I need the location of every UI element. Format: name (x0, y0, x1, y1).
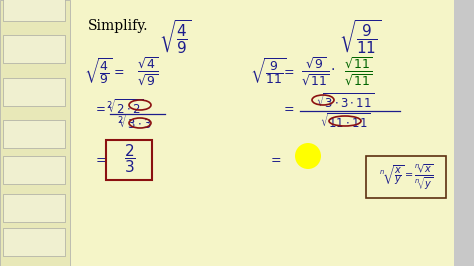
Text: $\dfrac{\sqrt{11}}{\sqrt{11}}$: $\dfrac{\sqrt{11}}{\sqrt{11}}$ (344, 55, 373, 87)
Text: $=^{\!2}\!\!\sqrt{2 \cdot 2}$: $=^{\!2}\!\!\sqrt{2 \cdot 2}$ (93, 99, 143, 117)
Circle shape (295, 143, 321, 169)
Text: $^{n}\!\sqrt{\dfrac{x}{y}} = \dfrac{^{n}\!\sqrt{x}}{^{n}\!\sqrt{y}}$: $^{n}\!\sqrt{\dfrac{x}{y}} = \dfrac{^{n}… (379, 162, 433, 192)
Text: $\sqrt{\dfrac{9}{11}}$: $\sqrt{\dfrac{9}{11}}$ (339, 18, 381, 56)
Text: $=$: $=$ (268, 152, 282, 165)
Text: $\sqrt{\dfrac{9}{11}}$: $\sqrt{\dfrac{9}{11}}$ (250, 56, 286, 86)
Text: $\sqrt{3 \cdot 3 \cdot 11}$: $\sqrt{3 \cdot 3 \cdot 11}$ (316, 93, 374, 111)
FancyBboxPatch shape (3, 35, 65, 63)
FancyBboxPatch shape (3, 194, 65, 222)
Text: $\dfrac{\sqrt{4}}{\sqrt{9}}$: $\dfrac{\sqrt{4}}{\sqrt{9}}$ (137, 55, 158, 87)
FancyBboxPatch shape (454, 0, 474, 266)
Text: $=$: $=$ (281, 102, 295, 114)
Text: $=$: $=$ (93, 152, 107, 165)
Text: $\sqrt{\dfrac{4}{9}}$: $\sqrt{\dfrac{4}{9}}$ (84, 56, 112, 86)
Text: $^{2}\!\!\sqrt{3 \cdot 3}$: $^{2}\!\!\sqrt{3 \cdot 3}$ (117, 114, 154, 132)
FancyBboxPatch shape (3, 156, 65, 184)
Text: $=$: $=$ (111, 64, 125, 77)
Text: Simplify.: Simplify. (88, 19, 148, 33)
Text: $\sqrt{11 \cdot 11}$: $\sqrt{11 \cdot 11}$ (320, 113, 370, 131)
FancyBboxPatch shape (3, 120, 65, 148)
Text: $\sqrt{\dfrac{4}{9}}$: $\sqrt{\dfrac{4}{9}}$ (159, 18, 191, 56)
Text: $\dfrac{2}{3}$: $\dfrac{2}{3}$ (124, 143, 136, 175)
FancyBboxPatch shape (3, 0, 65, 21)
Text: $=$: $=$ (281, 64, 295, 77)
Text: $\cdot$: $\cdot$ (329, 61, 335, 75)
FancyBboxPatch shape (3, 228, 65, 256)
Text: $\dfrac{\sqrt{9}}{\sqrt{11}}$: $\dfrac{\sqrt{9}}{\sqrt{11}}$ (301, 55, 329, 87)
FancyBboxPatch shape (366, 156, 446, 198)
FancyBboxPatch shape (0, 0, 70, 266)
FancyBboxPatch shape (3, 78, 65, 106)
